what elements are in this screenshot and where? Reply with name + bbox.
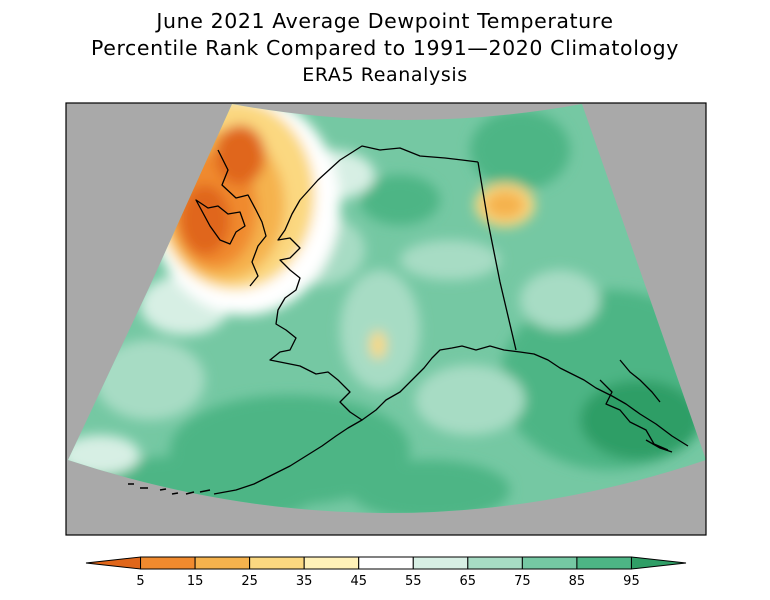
colorbar-segment	[140, 556, 196, 570]
colorbar-tick-label: 65	[460, 574, 477, 589]
colorbar-tick-label: 5	[136, 574, 144, 589]
colorbar-segment	[358, 556, 414, 570]
map-frame	[65, 102, 707, 536]
colorbar-segment	[412, 556, 469, 570]
coastlines	[128, 145, 689, 495]
colorbar-tick-label: 95	[623, 574, 640, 589]
colorbar-low-triangle	[85, 556, 142, 570]
colorbar-tick-label: 35	[296, 574, 313, 589]
colorbar-high-triangle	[630, 556, 687, 570]
colorbar-tick-label: 15	[187, 574, 204, 589]
colorbar-tick-label: 85	[569, 574, 586, 589]
south-coast	[361, 345, 689, 447]
chukotka-coast	[217, 149, 267, 287]
colorbar-tick-label: 45	[350, 574, 367, 589]
colorbar-segment	[194, 556, 251, 570]
canada-border	[477, 161, 517, 351]
aleutian-islands	[128, 483, 211, 495]
colorbar-segment	[521, 556, 578, 570]
title-line-3: ERA5 Reanalysis	[302, 64, 468, 86]
title-line-2: Percentile Rank Compared to 1991—2020 Cl…	[91, 36, 679, 60]
title-line-1: June 2021 Average Dewpoint Temperature	[156, 9, 614, 33]
colorbar-tick-label: 55	[405, 574, 422, 589]
colorbar-segment	[576, 556, 632, 570]
colorbar-segment	[467, 556, 523, 570]
colorbar-segment	[303, 556, 360, 570]
title-block: June 2021 Average Dewpoint Temperature P…	[0, 8, 770, 88]
colorbar-tick-label: 25	[241, 574, 258, 589]
colorbar-tick-label: 75	[514, 574, 531, 589]
chukotka-bay	[195, 199, 246, 245]
colorbar-segment	[249, 556, 305, 570]
alaska-coast	[213, 145, 479, 495]
panhandle-islands	[599, 359, 673, 453]
